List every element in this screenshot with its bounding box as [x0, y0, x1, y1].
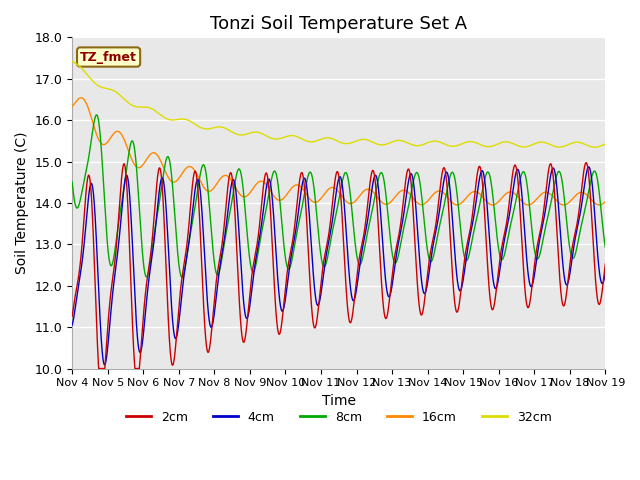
Legend: 2cm, 4cm, 8cm, 16cm, 32cm: 2cm, 4cm, 8cm, 16cm, 32cm: [121, 406, 557, 429]
Title: Tonzi Soil Temperature Set A: Tonzi Soil Temperature Set A: [210, 15, 467, 33]
Text: TZ_fmet: TZ_fmet: [80, 50, 137, 63]
X-axis label: Time: Time: [322, 394, 356, 408]
Y-axis label: Soil Temperature (C): Soil Temperature (C): [15, 132, 29, 274]
